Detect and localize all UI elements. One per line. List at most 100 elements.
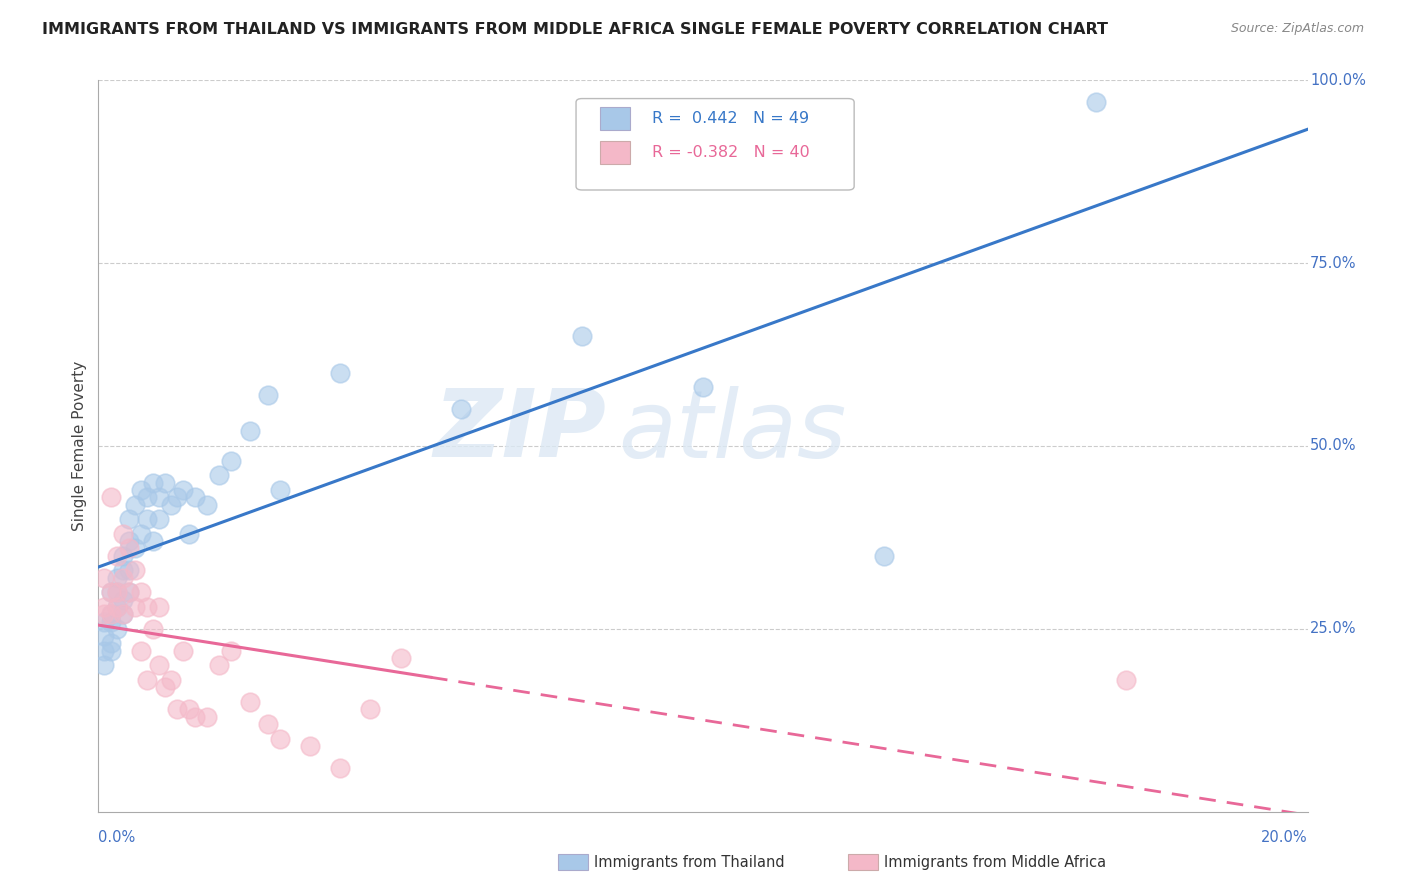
Point bbox=[873, 549, 896, 563]
Point bbox=[93, 607, 115, 622]
Point bbox=[93, 599, 115, 614]
Point bbox=[111, 563, 134, 577]
Point bbox=[105, 599, 128, 614]
Point bbox=[124, 599, 146, 614]
Point bbox=[135, 512, 157, 526]
Point bbox=[692, 380, 714, 394]
Text: R = -0.382   N = 40: R = -0.382 N = 40 bbox=[652, 145, 810, 161]
Text: IMMIGRANTS FROM THAILAND VS IMMIGRANTS FROM MIDDLE AFRICA SINGLE FEMALE POVERTY : IMMIGRANTS FROM THAILAND VS IMMIGRANTS F… bbox=[42, 22, 1108, 37]
Text: 100.0%: 100.0% bbox=[1310, 73, 1365, 87]
Point bbox=[172, 644, 194, 658]
Point bbox=[129, 644, 152, 658]
Point bbox=[111, 592, 134, 607]
Point bbox=[389, 651, 412, 665]
Point bbox=[93, 629, 115, 643]
Text: Immigrants from Thailand: Immigrants from Thailand bbox=[595, 855, 785, 870]
Point bbox=[160, 673, 183, 687]
Point bbox=[124, 498, 146, 512]
Point bbox=[148, 599, 170, 614]
Point bbox=[93, 644, 115, 658]
Point bbox=[135, 673, 157, 687]
Point bbox=[1115, 673, 1137, 687]
Point bbox=[135, 490, 157, 504]
Point bbox=[153, 681, 176, 695]
Point bbox=[239, 425, 262, 439]
Point bbox=[118, 541, 141, 556]
Point bbox=[148, 490, 170, 504]
Point bbox=[269, 731, 291, 746]
FancyBboxPatch shape bbox=[558, 855, 588, 871]
Point bbox=[184, 709, 207, 723]
Point bbox=[93, 658, 115, 673]
Point bbox=[142, 622, 165, 636]
Point bbox=[208, 658, 231, 673]
Point bbox=[124, 563, 146, 577]
FancyBboxPatch shape bbox=[600, 141, 630, 164]
Point bbox=[142, 534, 165, 549]
FancyBboxPatch shape bbox=[600, 107, 630, 130]
Point bbox=[100, 615, 122, 629]
Point bbox=[177, 526, 201, 541]
Text: Immigrants from Middle Africa: Immigrants from Middle Africa bbox=[884, 855, 1107, 870]
Point bbox=[105, 622, 128, 636]
Point bbox=[118, 563, 141, 577]
Point bbox=[93, 615, 115, 629]
Point bbox=[1085, 95, 1108, 110]
Y-axis label: Single Female Poverty: Single Female Poverty bbox=[72, 361, 87, 531]
Point bbox=[100, 636, 122, 650]
Point bbox=[118, 585, 141, 599]
Point bbox=[135, 599, 157, 614]
Point bbox=[111, 549, 134, 563]
Text: 20.0%: 20.0% bbox=[1261, 830, 1308, 845]
Point bbox=[148, 658, 170, 673]
Point bbox=[239, 695, 262, 709]
Point bbox=[118, 512, 141, 526]
Point bbox=[118, 534, 141, 549]
Text: R =  0.442   N = 49: R = 0.442 N = 49 bbox=[652, 111, 810, 126]
Point bbox=[105, 571, 128, 585]
Point bbox=[105, 585, 128, 599]
Point bbox=[105, 599, 128, 614]
Point bbox=[153, 475, 176, 490]
Text: ZIP: ZIP bbox=[433, 385, 606, 477]
Point bbox=[221, 453, 243, 467]
Point bbox=[93, 571, 115, 585]
Point bbox=[100, 607, 122, 622]
Point bbox=[166, 490, 188, 504]
Point bbox=[221, 644, 243, 658]
Point bbox=[166, 702, 188, 716]
Point bbox=[111, 526, 134, 541]
Point bbox=[208, 468, 231, 483]
Point bbox=[269, 483, 291, 497]
Point bbox=[195, 709, 218, 723]
Text: 75.0%: 75.0% bbox=[1310, 256, 1357, 270]
Point bbox=[124, 541, 146, 556]
Point bbox=[105, 585, 128, 599]
Point bbox=[177, 702, 201, 716]
Point bbox=[100, 585, 122, 599]
Text: 50.0%: 50.0% bbox=[1310, 439, 1357, 453]
Point bbox=[100, 607, 122, 622]
Point bbox=[100, 585, 122, 599]
FancyBboxPatch shape bbox=[576, 99, 855, 190]
Point bbox=[195, 498, 218, 512]
Point bbox=[111, 607, 134, 622]
Text: Source: ZipAtlas.com: Source: ZipAtlas.com bbox=[1230, 22, 1364, 36]
Point bbox=[129, 585, 152, 599]
Point bbox=[111, 571, 134, 585]
Point bbox=[184, 490, 207, 504]
Point bbox=[450, 402, 472, 417]
Point bbox=[100, 490, 122, 504]
Point bbox=[299, 739, 322, 753]
Point bbox=[256, 717, 278, 731]
Text: 0.0%: 0.0% bbox=[98, 830, 135, 845]
Point bbox=[129, 483, 152, 497]
Point bbox=[100, 644, 122, 658]
Text: atlas: atlas bbox=[619, 386, 846, 477]
Point bbox=[571, 329, 593, 343]
Point bbox=[172, 483, 194, 497]
Point bbox=[129, 526, 152, 541]
Point bbox=[329, 761, 352, 775]
Point bbox=[160, 498, 183, 512]
Point bbox=[105, 549, 128, 563]
